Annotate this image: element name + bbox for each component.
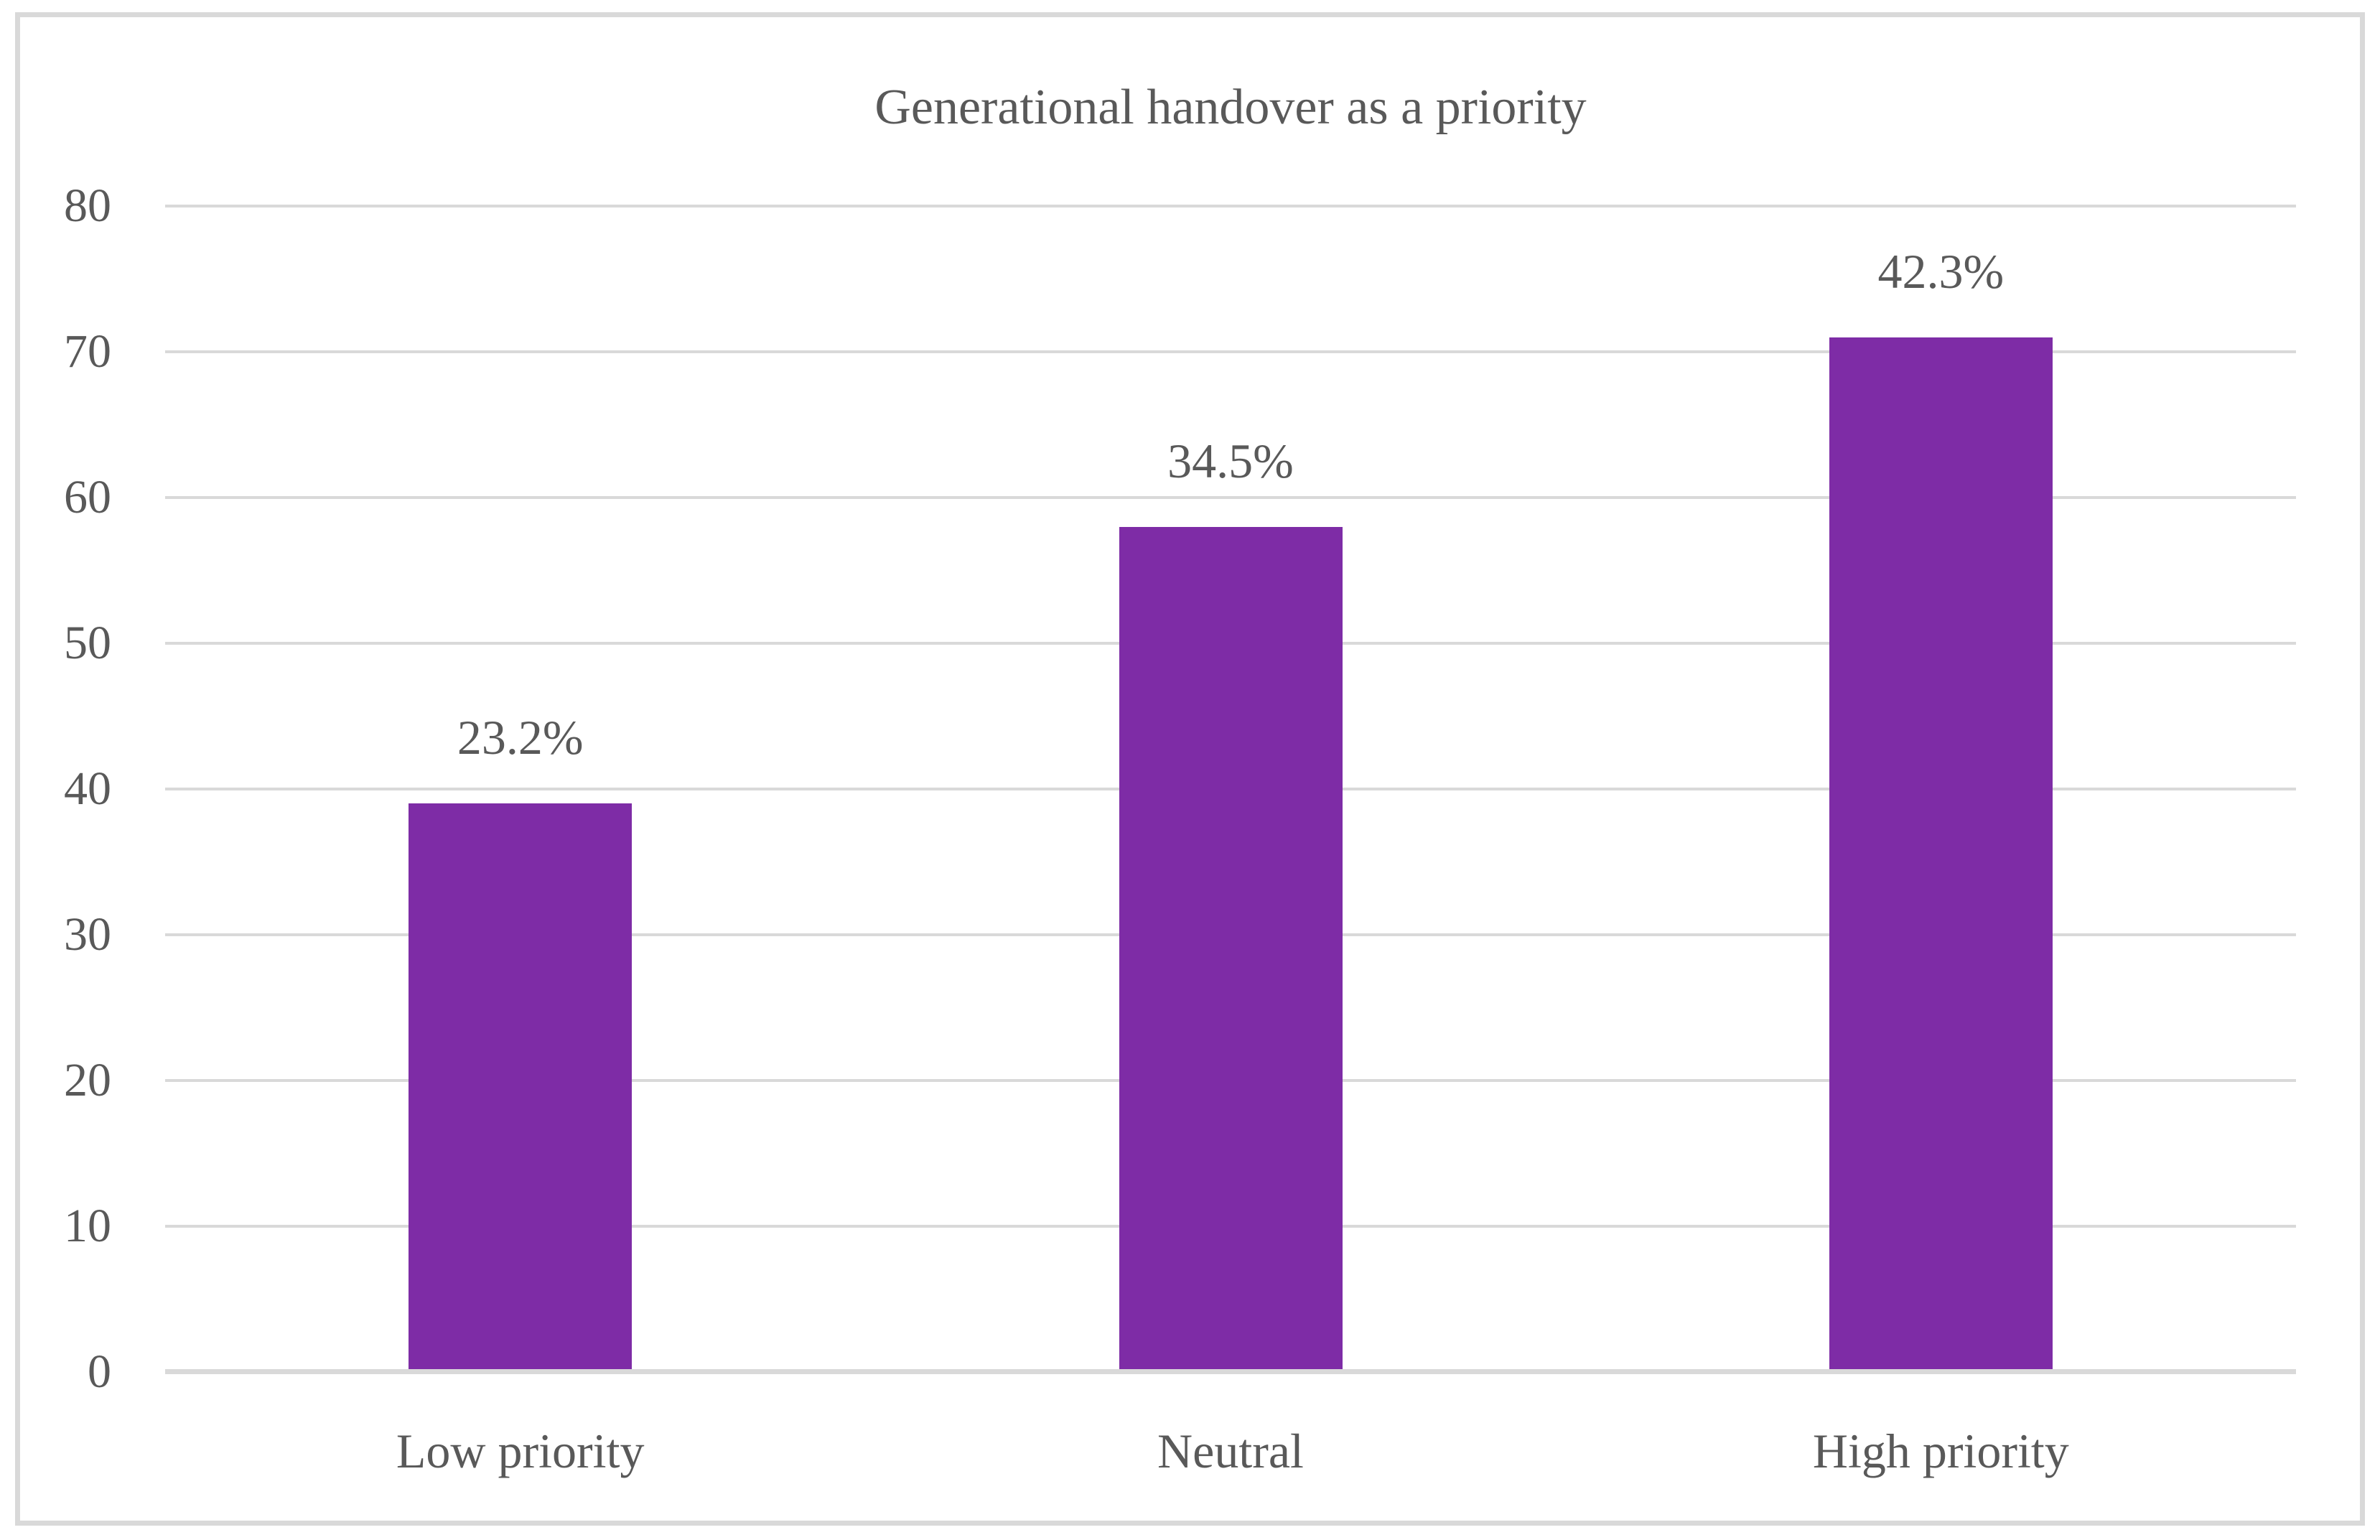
bar-neutral bbox=[1119, 526, 1343, 1372]
data-label-neutral: 34.5% bbox=[1167, 433, 1294, 488]
data-label-high-priority: 42.3% bbox=[1877, 243, 2005, 299]
gridline bbox=[165, 205, 2296, 207]
y-tick-label: 0 bbox=[88, 1345, 111, 1398]
y-tick-label: 20 bbox=[64, 1054, 111, 1106]
y-tick-label: 80 bbox=[64, 179, 111, 232]
x-axis: Low priority Neutral High priority bbox=[165, 1372, 2296, 1516]
y-tick-label: 70 bbox=[64, 325, 111, 378]
bar-high-priority bbox=[1829, 337, 2053, 1372]
x-category-label-low-priority: Low priority bbox=[396, 1424, 645, 1478]
y-tick-label: 10 bbox=[64, 1200, 111, 1252]
data-label-low-priority: 23.2% bbox=[457, 710, 584, 765]
bar-low-priority bbox=[409, 803, 633, 1372]
y-tick-label: 30 bbox=[64, 908, 111, 961]
x-category-label-high-priority: High priority bbox=[1812, 1424, 2069, 1478]
chart-title: Generational handover as a priority bbox=[874, 80, 1587, 135]
chart-border bbox=[15, 12, 2365, 1526]
y-axis: 0 10 20 30 40 50 60 70 80 bbox=[0, 182, 111, 1396]
x-axis-line bbox=[165, 1369, 2296, 1374]
plot-area: 23.2% 34.5% 42.3% bbox=[165, 205, 2296, 1374]
y-tick-label: 50 bbox=[64, 617, 111, 669]
y-tick-label: 60 bbox=[64, 471, 111, 523]
x-category-label-neutral: Neutral bbox=[1157, 1424, 1304, 1478]
gridline bbox=[165, 496, 2296, 499]
gridline bbox=[165, 350, 2296, 353]
y-tick-label: 40 bbox=[64, 762, 111, 815]
